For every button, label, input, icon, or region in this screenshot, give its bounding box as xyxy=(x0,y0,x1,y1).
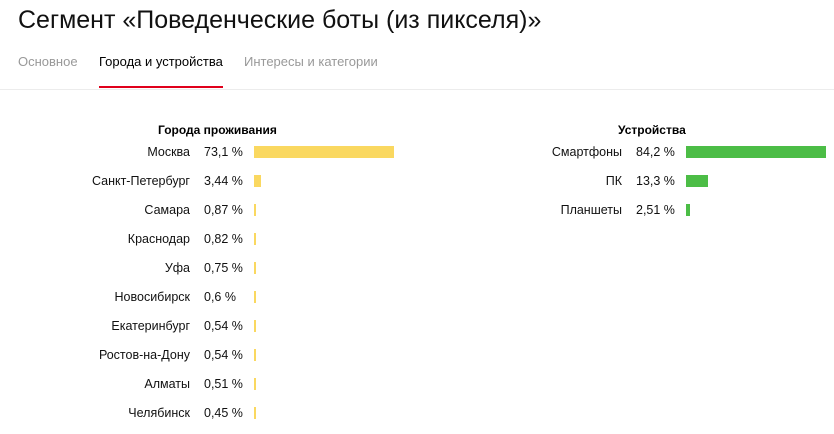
cities-bar xyxy=(254,233,256,245)
devices-label: Планшеты xyxy=(560,203,622,217)
cities-row: Челябинск 0,45 % xyxy=(0,404,834,424)
devices-label: ПК xyxy=(605,174,622,188)
devices-bar xyxy=(686,175,709,187)
cities-bar xyxy=(254,204,256,216)
cities-bar xyxy=(254,291,256,303)
cities-row: Санкт-Петербург 3,44 % xyxy=(0,172,834,192)
cities-label: Челябинск xyxy=(128,406,190,420)
cities-bar xyxy=(254,262,256,274)
tabs-divider xyxy=(0,89,834,90)
cities-percent: 3,44 % xyxy=(204,174,243,188)
cities-label: Алматы xyxy=(144,377,190,391)
devices-bar xyxy=(686,146,826,158)
cities-label: Москва xyxy=(147,145,190,159)
cities-label: Самара xyxy=(144,203,190,217)
devices-percent: 13,3 % xyxy=(636,174,675,188)
cities-row: Алматы 0,51 % xyxy=(0,375,834,395)
cities-row: Новосибирск 0,6 % xyxy=(0,288,834,308)
page-title: Сегмент «Поведенческие боты (из пикселя)… xyxy=(18,6,542,34)
cities-bar xyxy=(254,349,256,361)
cities-percent: 0,6 % xyxy=(204,290,236,304)
devices-section-title: Устройства xyxy=(618,123,686,137)
devices-row: Смартфоны 84,2 % xyxy=(0,143,834,163)
cities-row: Самара 0,87 % xyxy=(0,201,834,221)
cities-label: Ростов-на-Дону xyxy=(98,348,190,362)
cities-bar xyxy=(254,320,256,332)
cities-row: Москва 73,1 % xyxy=(0,143,834,163)
cities-percent: 0,45 % xyxy=(204,406,243,420)
cities-bar xyxy=(254,378,256,390)
cities-bar xyxy=(254,175,261,187)
devices-percent: 84,2 % xyxy=(636,145,675,159)
cities-percent: 73,1 % xyxy=(204,145,243,159)
cities-label: Санкт-Петербург xyxy=(91,174,190,188)
cities-label: Краснодар xyxy=(127,232,190,246)
cities-percent: 0,54 % xyxy=(204,348,243,362)
cities-bar xyxy=(254,407,256,419)
cities-percent: 0,51 % xyxy=(204,377,243,391)
cities-label: Новосибирск xyxy=(114,290,190,304)
cities-bar xyxy=(254,146,394,158)
devices-label: Смартфоны xyxy=(551,145,622,159)
cities-percent: 0,82 % xyxy=(204,232,243,246)
devices-percent: 2,51 % xyxy=(636,203,675,217)
cities-row: Ростов-на-Дону 0,54 % xyxy=(0,346,834,366)
devices-row: ПК 13,3 % xyxy=(0,172,834,192)
tab-main[interactable]: Основное xyxy=(18,54,78,69)
cities-label: Уфа xyxy=(164,261,190,275)
devices-bar xyxy=(686,204,691,216)
cities-percent: 0,75 % xyxy=(204,261,243,275)
tab-interests-categories[interactable]: Интересы и категории xyxy=(244,54,378,69)
cities-section-title: Города проживания xyxy=(158,123,277,137)
cities-label: Екатеринбург xyxy=(111,319,190,333)
devices-row: Планшеты 2,51 % xyxy=(0,201,834,221)
cities-row: Краснодар 0,82 % xyxy=(0,230,834,250)
cities-percent: 0,87 % xyxy=(204,203,243,217)
cities-row: Уфа 0,75 % xyxy=(0,259,834,279)
cities-percent: 0,54 % xyxy=(204,319,243,333)
cities-row: Екатеринбург 0,54 % xyxy=(0,317,834,337)
tab-cities-devices[interactable]: Города и устройства xyxy=(99,52,223,88)
